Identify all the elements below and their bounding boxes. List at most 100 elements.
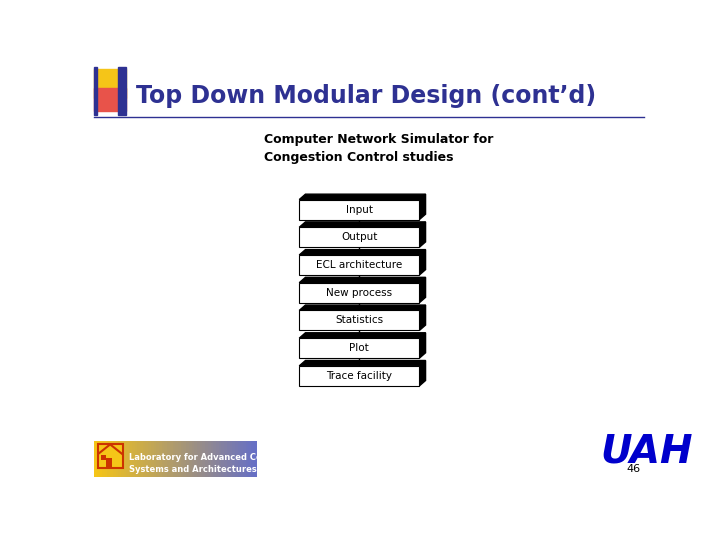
Polygon shape — [419, 278, 426, 303]
Bar — [143, 441, 146, 477]
Polygon shape — [419, 222, 426, 247]
Bar — [96, 441, 100, 477]
Bar — [227, 441, 230, 477]
Bar — [124, 441, 127, 477]
Bar — [219, 441, 222, 477]
Text: Computer Network Simulator for
Congestion Control studies: Computer Network Simulator for Congestio… — [264, 132, 494, 164]
Bar — [148, 441, 152, 477]
Bar — [243, 441, 246, 477]
Text: 46: 46 — [626, 464, 640, 475]
Bar — [98, 444, 122, 468]
Bar — [138, 441, 141, 477]
Text: UAH: UAH — [600, 433, 693, 470]
Polygon shape — [419, 361, 426, 386]
Bar — [167, 441, 171, 477]
Bar — [132, 441, 135, 477]
Bar — [233, 441, 235, 477]
Polygon shape — [300, 194, 426, 200]
Bar — [254, 441, 258, 477]
Text: ECL architecture: ECL architecture — [316, 260, 402, 270]
Bar — [192, 441, 195, 477]
Bar — [129, 441, 132, 477]
Bar — [118, 67, 126, 115]
Polygon shape — [419, 249, 426, 275]
Bar — [300, 227, 419, 247]
Bar — [181, 441, 184, 477]
Text: Statistics: Statistics — [336, 315, 383, 326]
Bar — [251, 441, 255, 477]
Text: Top Down Modular Design (cont’d): Top Down Modular Design (cont’d) — [137, 84, 597, 107]
Bar — [159, 441, 163, 477]
Bar — [99, 441, 103, 477]
Bar — [186, 441, 189, 477]
Bar — [106, 457, 112, 468]
Bar — [300, 310, 419, 330]
Bar — [101, 455, 106, 460]
Bar — [248, 441, 252, 477]
Bar — [213, 441, 217, 477]
Polygon shape — [419, 194, 426, 220]
Bar — [197, 441, 200, 477]
Bar — [238, 441, 241, 477]
Text: Output: Output — [341, 232, 377, 242]
Bar — [104, 441, 108, 477]
Bar — [216, 441, 220, 477]
Bar — [153, 441, 157, 477]
Bar — [210, 441, 214, 477]
Bar — [184, 441, 187, 477]
Bar — [205, 441, 209, 477]
Bar — [116, 441, 119, 477]
Bar — [170, 441, 174, 477]
Bar — [121, 441, 125, 477]
Bar — [94, 441, 97, 477]
Text: Input: Input — [346, 205, 373, 214]
Bar — [162, 441, 165, 477]
Text: Plot: Plot — [349, 343, 369, 353]
Polygon shape — [300, 249, 426, 255]
Bar — [202, 441, 206, 477]
Bar — [113, 441, 117, 477]
Polygon shape — [300, 305, 426, 310]
Bar — [156, 441, 160, 477]
Bar — [230, 441, 233, 477]
Polygon shape — [300, 361, 426, 366]
Bar — [194, 441, 198, 477]
Bar — [173, 441, 176, 477]
Bar — [135, 441, 138, 477]
Bar — [300, 366, 419, 386]
Text: New process: New process — [326, 288, 392, 298]
Bar — [150, 441, 154, 477]
Bar — [94, 69, 127, 98]
Polygon shape — [300, 278, 426, 283]
Polygon shape — [419, 305, 426, 330]
Bar — [127, 441, 130, 477]
Bar — [94, 67, 97, 115]
Polygon shape — [300, 333, 426, 338]
Bar — [145, 441, 149, 477]
Bar — [178, 441, 181, 477]
Bar — [189, 441, 192, 477]
Bar — [221, 441, 225, 477]
Bar — [246, 441, 249, 477]
Text: Laboratory for Advanced Computer
Systems and Architectures: Laboratory for Advanced Computer Systems… — [129, 453, 296, 474]
Bar — [118, 441, 122, 477]
Bar — [235, 441, 238, 477]
Bar — [175, 441, 179, 477]
Bar — [300, 338, 419, 358]
Bar — [300, 255, 419, 275]
Bar — [208, 441, 211, 477]
Bar — [140, 441, 143, 477]
Bar — [240, 441, 244, 477]
Bar — [224, 441, 228, 477]
Bar — [102, 441, 106, 477]
Text: Trace facility: Trace facility — [326, 371, 392, 381]
Bar — [300, 283, 419, 303]
Polygon shape — [419, 333, 426, 358]
Bar — [94, 88, 127, 111]
Bar — [199, 441, 203, 477]
Bar — [300, 200, 419, 220]
Polygon shape — [300, 222, 426, 227]
Bar — [110, 441, 114, 477]
Bar — [107, 441, 111, 477]
Bar — [164, 441, 168, 477]
